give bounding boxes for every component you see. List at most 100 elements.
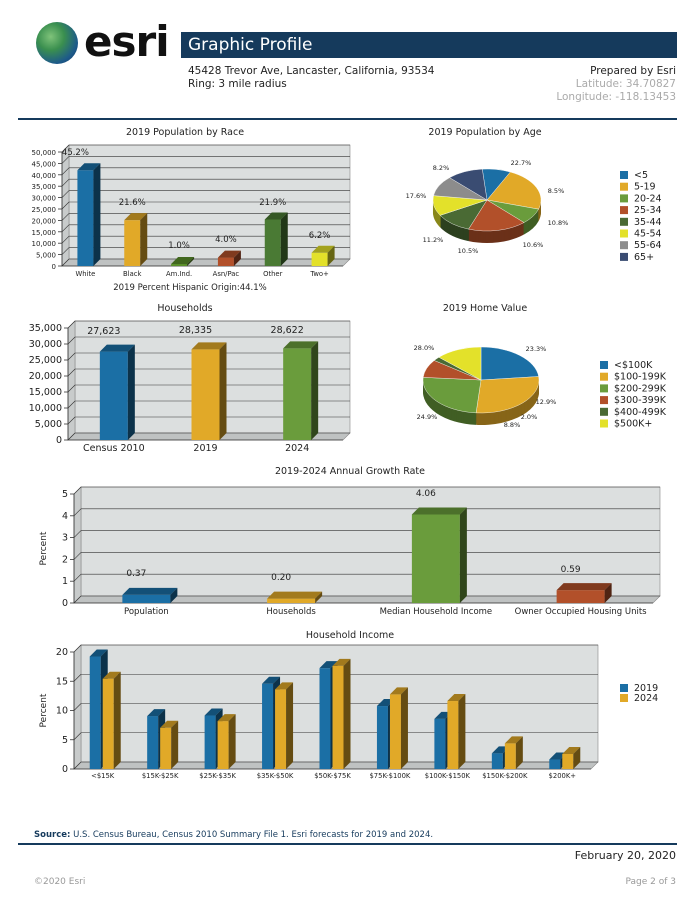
homevalue-slice-label: 23.3% [526,345,547,353]
income-bar-top [447,694,466,702]
growth-grid-diag [73,508,82,517]
growth-category-label: Owner Occupied Housing Units [515,607,648,617]
income-grid-diag [73,732,82,740]
income-bar-side [228,714,236,769]
race-bar [77,170,94,266]
growth-category-label: Population [124,607,169,617]
income-bar-top [275,682,294,690]
income-bar [376,706,388,769]
income-category-label: <$15K [91,772,115,780]
income-y-axis-label: Percent [39,693,49,727]
growth-plot-wall [80,486,661,597]
growth-bar-side [170,587,178,603]
income-bar [434,718,446,769]
growth-bar-top [411,507,467,515]
income-grid-diag [73,674,82,682]
growth-plot-side [73,486,82,604]
race-data-label: 1.0% [168,241,190,251]
income-bar-top [147,709,166,717]
age-legend-swatch [620,206,628,215]
growth-grid-diag [73,595,82,604]
race-y-tick-label: 15,000 [32,229,57,237]
age-pie-slice [486,171,542,210]
growth-bar-side [315,591,323,603]
income-grid-diag [73,761,82,770]
race-grid-diag [61,213,70,221]
households-bar [191,349,220,440]
ring-radius: Ring: 3 mile radius [188,78,287,90]
income-y-tick-label: 20 [56,647,68,658]
income-bar [389,694,401,769]
growth-chart-title: 2019-2024 Annual Growth Rate [274,466,426,477]
source-note: Source: U.S. Census Bureau, Census 2010 … [34,830,433,840]
income-category-label: $35K-$50K [257,772,294,780]
households-grid-diag [67,432,76,441]
homevalue-slice-label: 28.0% [414,344,435,352]
hispanic-origin-note: 2019 Percent Hispanic Origin:44.1% [113,283,267,293]
race-grid-diag [61,224,70,233]
growth-y-tick-label: 0 [62,598,68,609]
households-bar [99,351,128,440]
growth-bar-top [556,583,612,591]
income-bar-top [389,687,408,695]
homevalue-slice-label: 2.0% [521,413,538,421]
growth-category-label: Households [266,607,316,617]
age-legend-label: 20-24 [634,193,662,204]
race-y-tick-label: 35,000 [32,183,57,191]
growth-y-tick-label: 2 [62,554,68,565]
households-grid-diag [67,384,76,393]
source-text: U.S. Census Bureau, Census 2010 Summary … [73,830,434,840]
income-category-label: $75K-$100K [369,772,410,780]
race-data-label: 45.2% [62,148,89,158]
income-bar [491,753,503,769]
households-grid-diag [67,352,76,361]
age-slice-label: 17.6% [406,192,427,200]
households-category-label: Census 2010 [83,443,145,454]
age-legend-label: 45-54 [634,229,662,240]
income-bar [217,721,229,769]
income-bar [204,715,216,769]
race-bar [264,219,281,266]
households-bar [283,348,312,440]
growth-y-tick-label: 5 [62,489,68,500]
age-legend-label: <5 [634,170,648,181]
prepared-by: Prepared by Esri [590,65,676,77]
race-y-tick-label: 0 [52,263,56,271]
page-number: Page 2 of 3 [625,877,677,887]
growth-category-label: Median Household Income [380,607,493,617]
race-bar-top [217,250,241,258]
households-plot-side [67,320,76,441]
income-bar-side [171,720,179,769]
income-category-label: $15K-$25K [142,772,179,780]
homevalue-chart-title: 2019 Home Value [442,303,528,314]
race-bar-top [77,163,101,171]
race-y-tick-label: 20,000 [32,217,57,225]
race-grid-diag [61,258,70,267]
income-bar-top [332,658,351,666]
homevalue-legend-swatch [600,419,608,428]
growth-grid-diag [73,573,82,582]
homevalue-legend-label: $100-199K [614,372,667,383]
households-data-label: 28,335 [179,325,212,336]
race-grid-diag [61,190,70,198]
income-bar-top [562,746,581,754]
age-slice-label: 8.5% [548,187,565,195]
age-chart-title: 2019 Population by Age [428,127,542,138]
homevalue-slice-label: 8.8% [504,421,521,429]
age-pie-slice [449,168,488,201]
growth-data-label: 4.06 [416,489,436,499]
homevalue-legend-label: $500K+ [614,419,652,430]
income-bar-top [504,736,523,744]
race-data-label: 21.6% [119,198,146,208]
esri-globe-logo [36,22,78,64]
race-bar-top [311,245,335,253]
race-y-tick-label: 50,000 [32,149,57,157]
race-bar-top [124,213,148,221]
race-bar-side [187,256,195,266]
page-title: Graphic Profile [188,35,313,55]
households-y-tick-label: 5,000 [35,419,62,430]
growth-y-tick-label: 1 [62,576,68,587]
race-y-tick-label: 25,000 [32,206,57,214]
race-bar-top [171,256,195,264]
households-grid-diag [67,336,76,345]
